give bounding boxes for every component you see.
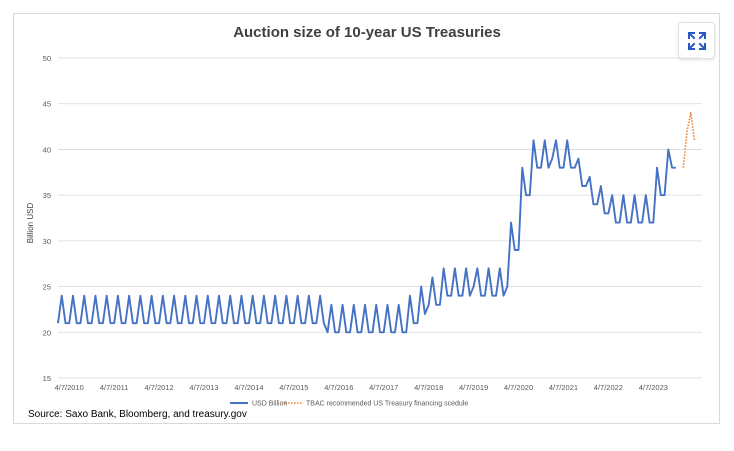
y-tick-label: 45 [43, 100, 51, 109]
x-tick-label: 4/7/2017 [369, 383, 398, 392]
legend-label-tbac-recommended: TBAC recommended US Treasury financing s… [306, 401, 468, 408]
x-tick-label: 4/7/2020 [504, 383, 533, 392]
x-tick-label: 4/7/2023 [639, 383, 668, 392]
x-tick-label: 4/7/2011 [100, 383, 129, 392]
x-tick-label: 4/7/2018 [414, 383, 443, 392]
y-tick-label: 20 [43, 328, 51, 337]
y-tick-label: 25 [43, 283, 51, 292]
x-tick-label: 4/7/2022 [594, 383, 623, 392]
chart-frame [13, 13, 720, 424]
series-line-usd-billion [57, 139, 676, 334]
chart-title: Auction size of 10-year US Treasuries [233, 24, 501, 41]
y-tick-label: 35 [43, 191, 51, 200]
y-tick-label: 30 [43, 237, 51, 246]
x-tick-label: 4/7/2021 [549, 383, 578, 392]
x-tick-label: 4/7/2016 [324, 383, 353, 392]
x-tick-label: 4/7/2013 [189, 383, 218, 392]
y-axis-label: Billion USD [26, 203, 35, 244]
y-tick-label: 15 [43, 374, 51, 383]
y-tick-label: 50 [43, 54, 51, 63]
x-tick-label: 4/7/2010 [55, 383, 84, 392]
source-note: Source: Saxo Bank, Bloomberg, and treasu… [28, 409, 247, 420]
expand-icon [687, 31, 707, 51]
x-tick-label: 4/7/2019 [459, 383, 488, 392]
series-line-tbac-recommended [682, 112, 696, 168]
x-tick-label: 4/7/2015 [279, 383, 308, 392]
expand-button[interactable] [678, 22, 715, 59]
x-tick-label: 4/7/2012 [144, 383, 173, 392]
legend-label-usd-billion: USD Billion [252, 401, 288, 408]
x-tick-label: 4/7/2014 [234, 383, 263, 392]
y-tick-label: 40 [43, 145, 51, 154]
